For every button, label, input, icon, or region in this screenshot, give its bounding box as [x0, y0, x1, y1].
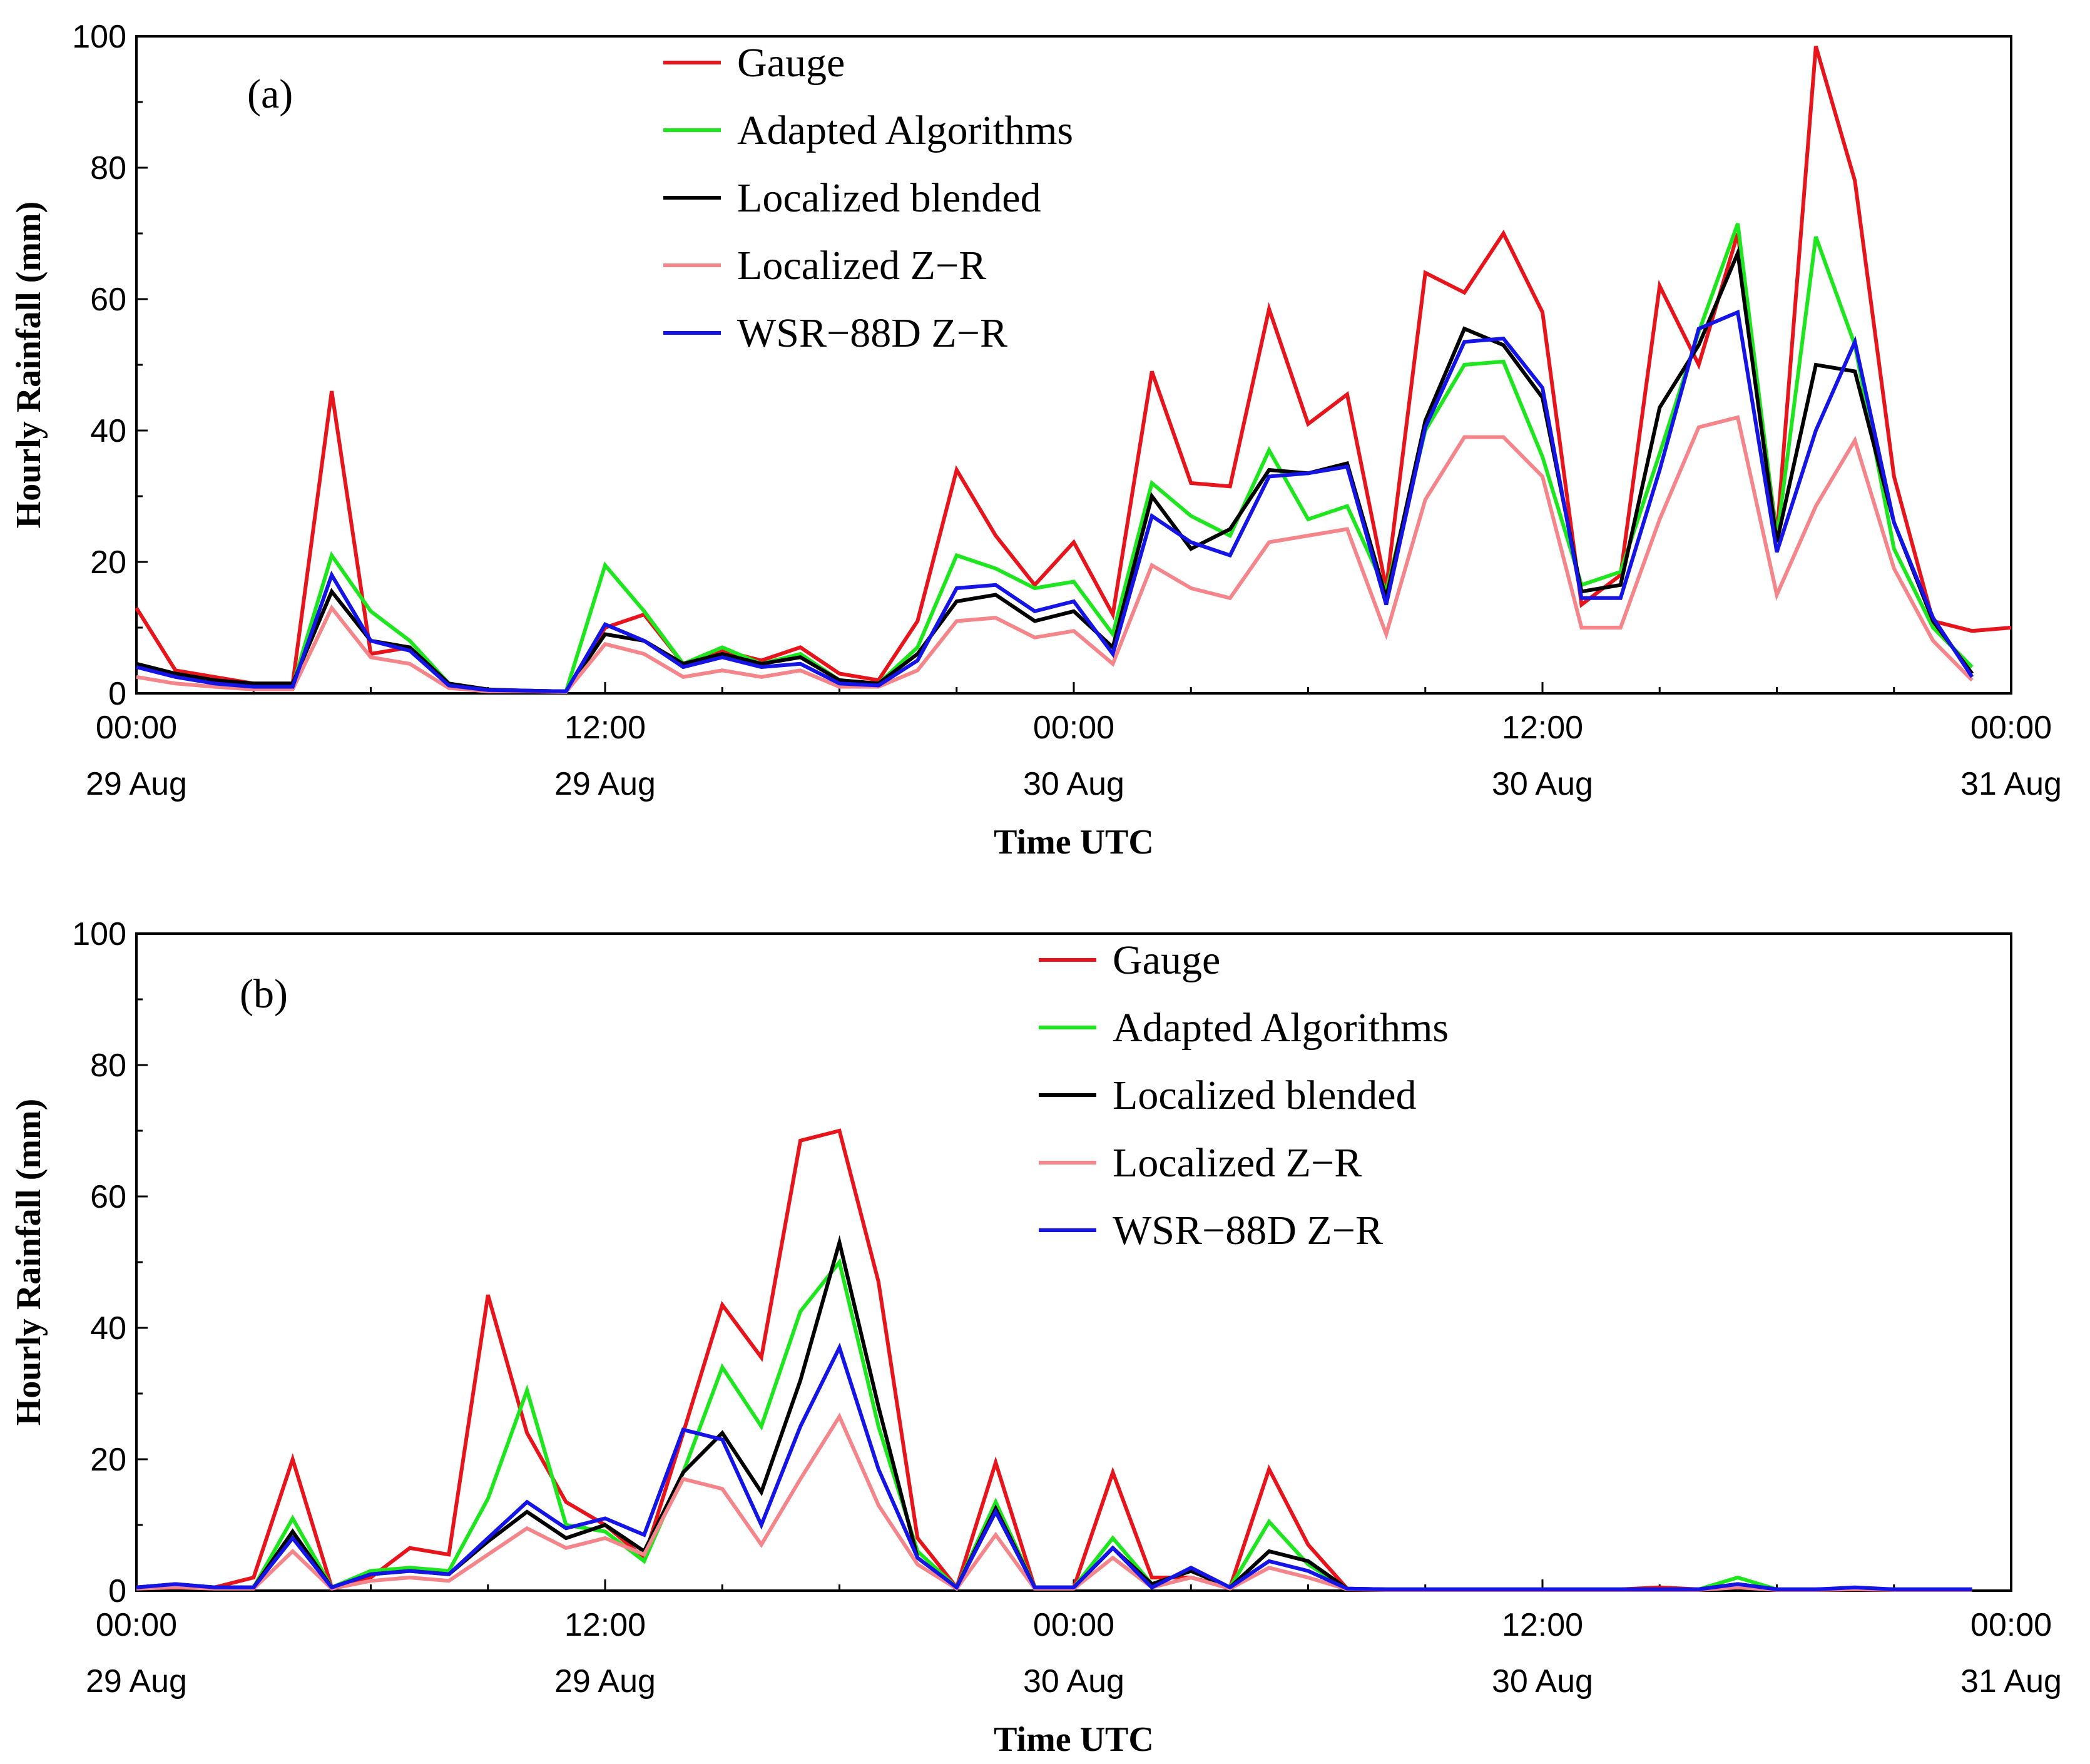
- y-tick-label: 40: [90, 1310, 126, 1347]
- y-tick-label: 40: [90, 413, 126, 449]
- series-line-4: [136, 309, 1974, 693]
- plot-frame: [135, 932, 2012, 1592]
- legend-label-4: WSR−88D Z−R: [1113, 1208, 1383, 1253]
- legend-label-2: Localized blended: [737, 175, 1041, 221]
- legend-label-1: Adapted Algorithms: [1113, 1005, 1449, 1051]
- series-line-3: [136, 1412, 1972, 1592]
- x-tick-time-label: 12:00: [564, 1607, 646, 1643]
- x-tick-time-label: 00:00: [1033, 710, 1114, 746]
- plot-frame: [135, 35, 2012, 695]
- x-tick-time-label: 00:00: [1970, 1607, 2052, 1643]
- legend: Gauge Adapted Algorithms Localized blended…: [663, 40, 1073, 356]
- legend-label-2: Localized blended: [1113, 1073, 1417, 1118]
- y-tick-label: 20: [90, 544, 126, 581]
- axis-ticks: 0 20 40 60 80 100 00:00 29 Aug 12:00 29 Aug 00:00 3…: [72, 19, 2062, 802]
- series-layer: [136, 1128, 1972, 1592]
- x-axis-title: Time UTC: [994, 1720, 1154, 1759]
- legend-label-1: Adapted Algorithms: [737, 108, 1073, 153]
- panel-a: 0 20 40 60 80 100 00:00 29 Aug 12:00 29 Aug 00:00 3…: [9, 19, 2062, 862]
- x-tick-time-label: 12:00: [1502, 710, 1583, 746]
- y-tick-label: 100: [72, 916, 126, 952]
- legend-label-3: Localized Z−R: [1113, 1140, 1362, 1186]
- x-tick-date-label: 29 Aug: [86, 1663, 187, 1700]
- legend: Gauge Adapted Algorithms Localized blended…: [1039, 937, 1449, 1253]
- axis-ticks: 0 20 40 60 80 100 00:00 29 Aug 12:00 29 Aug 00:00 3…: [72, 916, 2062, 1700]
- legend-label-0: Gauge: [1113, 937, 1220, 983]
- y-tick-label: 60: [90, 1179, 126, 1215]
- x-tick-date-label: 30 Aug: [1492, 766, 1593, 802]
- x-tick-time-label: 00:00: [1033, 1607, 1114, 1643]
- x-tick-date-label: 29 Aug: [554, 1663, 656, 1700]
- series-line-0: [136, 1128, 1972, 1592]
- x-tick-date-label: 30 Aug: [1492, 1663, 1593, 1700]
- legend-label-4: WSR−88D Z−R: [737, 310, 1007, 356]
- series-line-2: [136, 1235, 1972, 1591]
- y-tick-label: 0: [108, 1573, 126, 1609]
- y-axis-title: Hourly Rainfall (mm): [9, 1099, 48, 1426]
- x-tick-time-label: 00:00: [96, 710, 177, 746]
- x-tick-time-label: 12:00: [1502, 1607, 1583, 1643]
- series-line-1: [136, 223, 1974, 693]
- y-tick-label: 80: [90, 150, 126, 186]
- x-tick-date-label: 31 Aug: [1960, 766, 2062, 802]
- y-tick-label: 20: [90, 1442, 126, 1478]
- x-tick-date-label: 30 Aug: [1023, 1663, 1124, 1700]
- legend-label-3: Localized Z−R: [737, 243, 986, 288]
- x-tick-time-label: 00:00: [1970, 710, 2052, 746]
- series-line-4: [136, 1342, 1972, 1591]
- series-line-2: [136, 246, 1974, 693]
- panel-label: (a): [247, 71, 293, 117]
- series-line-1: [136, 1258, 1972, 1591]
- panel-label: (b): [240, 971, 288, 1017]
- x-tick-time-label: 12:00: [564, 710, 646, 746]
- y-tick-label: 60: [90, 282, 126, 318]
- series-layer: [135, 45, 2012, 694]
- panel-b: 0 20 40 60 80 100 00:00 29 Aug 12:00 29 Aug 00:00 3…: [9, 916, 2062, 1759]
- series-line-0: [135, 45, 2012, 693]
- x-tick-date-label: 31 Aug: [1960, 1663, 2062, 1700]
- x-tick-time-label: 00:00: [96, 1607, 177, 1643]
- y-axis-title: Hourly Rainfall (mm): [9, 201, 48, 529]
- y-tick-label: 100: [72, 19, 126, 55]
- legend-label-0: Gauge: [737, 40, 845, 86]
- x-tick-date-label: 29 Aug: [86, 766, 187, 802]
- y-tick-label: 0: [108, 676, 126, 712]
- x-tick-date-label: 29 Aug: [554, 766, 656, 802]
- x-tick-date-label: 30 Aug: [1023, 766, 1124, 802]
- series-line-3: [136, 415, 1974, 694]
- y-tick-label: 80: [90, 1048, 126, 1084]
- x-axis-title: Time UTC: [994, 823, 1154, 862]
